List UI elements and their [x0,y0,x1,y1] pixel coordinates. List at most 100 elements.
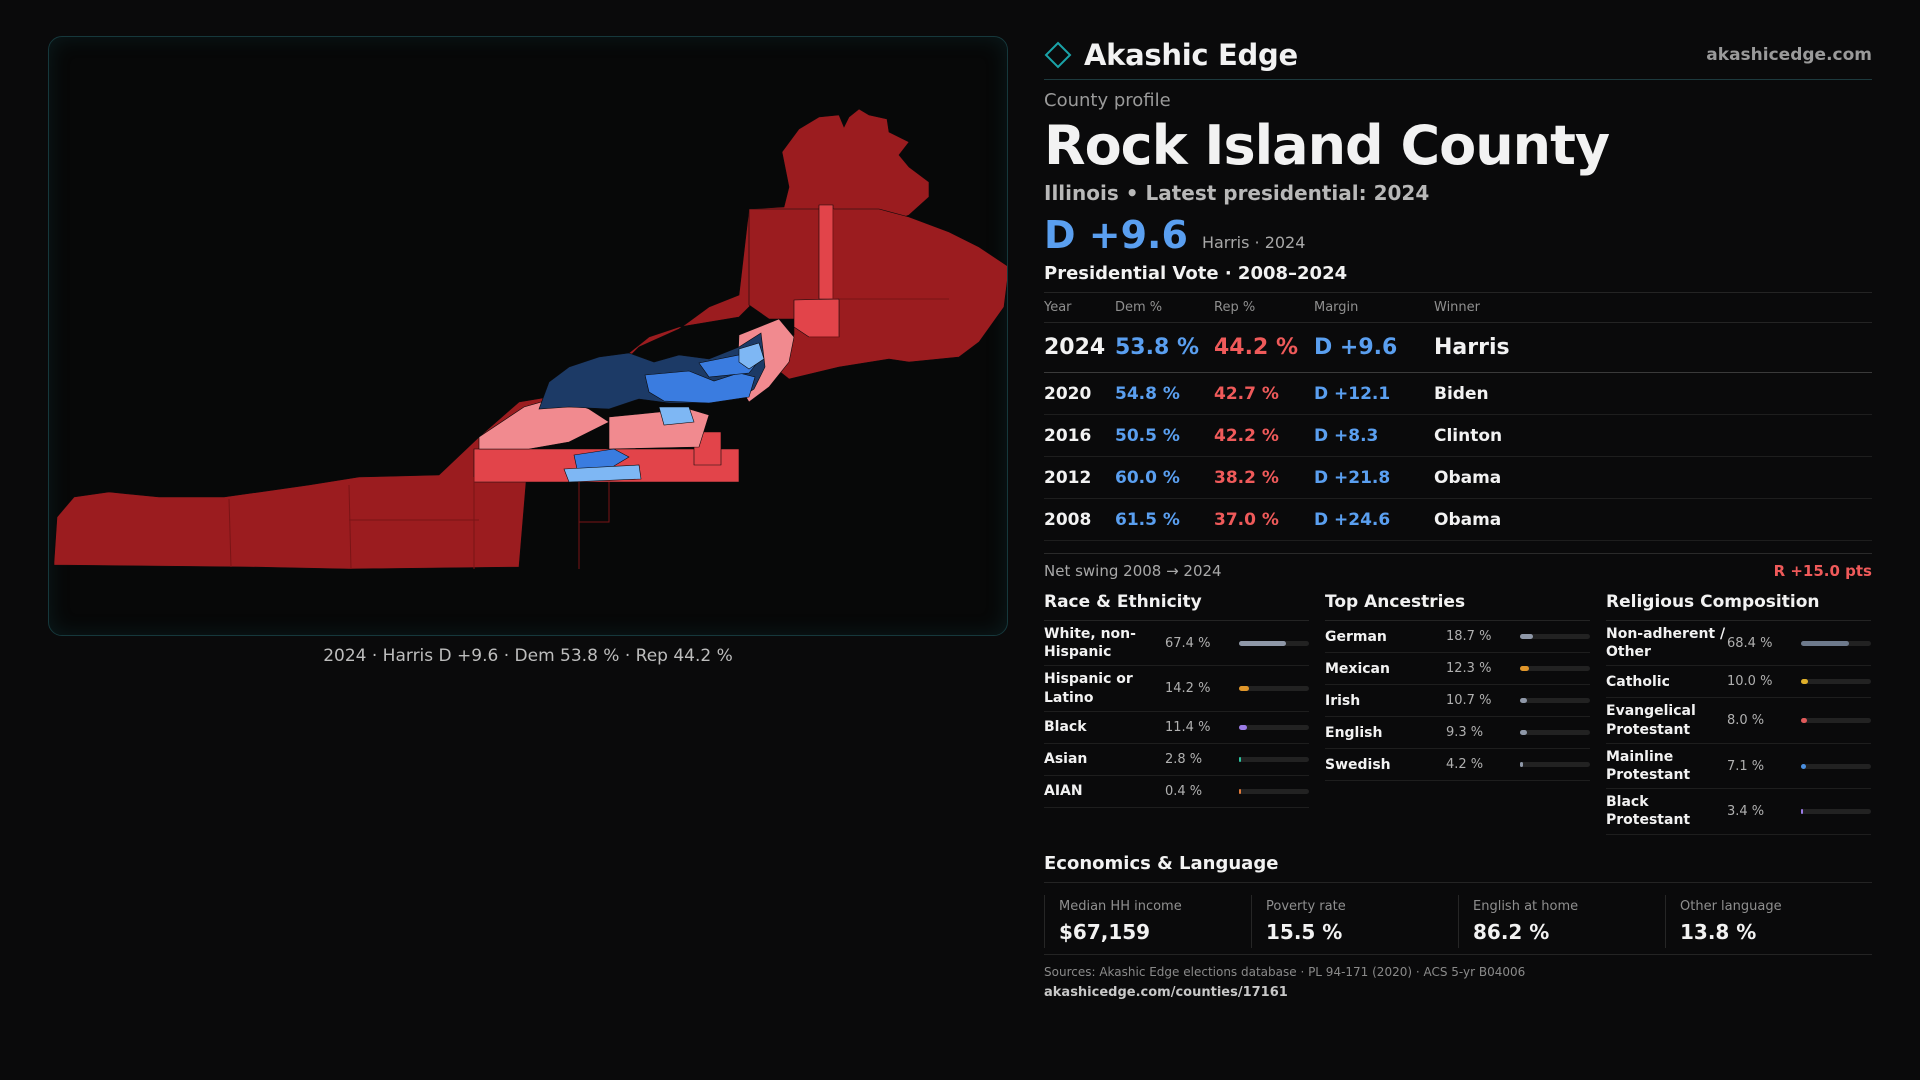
list-item: Mainline Protestant 7.1 % [1606,744,1871,790]
item-bar-fill [1239,724,1247,730]
item-bar [1239,640,1309,646]
stat-value: 86.2 % [1473,919,1550,944]
item-value: 3.4 % [1727,803,1765,819]
stat-value: $67,159 [1059,919,1151,944]
diamond-logo-icon [1044,41,1072,68]
map-region-lean-d-south[interactable] [563,464,642,483]
cell-margin: D +12.1 [1314,372,1434,416]
map-region-east-likely-r[interactable] [818,204,834,300]
list-item: AIAN 0.4 % [1044,776,1309,808]
item-bar [1801,640,1871,646]
list-item: English 9.3 % [1325,717,1590,750]
source-url-link[interactable]: akashicedge.com/counties/17161 [1044,984,1288,1000]
cell-margin: D +8.3 [1314,414,1434,458]
cell-winner: Clinton [1434,414,1872,458]
item-label: Irish [1325,692,1361,709]
table-row: 2024 53.8 % 44.2 % D +9.6 Harris [1044,322,1872,374]
item-value: 14.2 % [1165,681,1211,697]
list-item: White, non-Hispanic 67.4 % [1044,621,1309,667]
item-value: 0.4 % [1165,783,1203,799]
table-row: 2012 60.0 % 38.2 % D +21.8 Obama [1044,456,1872,500]
map-region-lean-d-mid[interactable] [658,406,695,426]
map-region-mid-lean-r[interactable] [608,408,710,450]
stat-label: English at home [1473,898,1579,914]
brand[interactable]: Akashic Edge [1044,38,1298,72]
cell-dem: 60.0 % [1115,456,1214,500]
map-region-urban-likely-d[interactable] [644,370,756,404]
list-item: Hispanic or Latino 14.2 % [1044,666,1309,712]
map-panel[interactable] [48,36,1008,636]
item-label: AIAN [1044,783,1083,800]
economics-title: Economics & Language [1044,853,1872,883]
item-bar [1239,756,1309,762]
item-label: Non-adherent / Other [1606,626,1726,661]
state-subline: Illinois • Latest presidential: 2024 [1044,181,1430,206]
race-title: Race & Ethnicity [1044,592,1309,622]
item-bar [1801,808,1871,814]
brand-header: Akashic Edge akashicedge.com [1044,30,1872,80]
table-header-row: Year Dem % Rep % Margin Winner [1044,292,1872,324]
item-value: 2.8 % [1165,751,1203,767]
item-label: Hispanic or Latino [1044,671,1133,706]
cell-dem: 50.5 % [1115,414,1214,458]
stat-card: English at home 86.2 % [1458,894,1665,948]
item-bar [1239,686,1309,692]
list-item: Catholic 10.0 % [1606,666,1871,699]
cell-winner: Biden [1434,372,1872,416]
cell-dem: 54.8 % [1115,372,1214,416]
sources-note: Sources: Akashic Edge elections database… [1044,964,1526,979]
cell-dem: 61.5 % [1115,498,1214,542]
header-margin: Margin [1314,292,1434,324]
item-bar-fill [1520,698,1528,704]
header-dem: Dem % [1115,292,1214,324]
map-caption: 2024 · Harris D +9.6 · Dem 53.8 % · Rep … [323,646,733,666]
item-value: 4.2 % [1446,757,1484,773]
item-bar-fill [1801,763,1806,769]
item-value: 67.4 % [1165,635,1211,651]
margin-candidate: Harris · 2024 [1201,233,1306,253]
county-precinct-map[interactable] [49,37,1008,636]
stat-value: 13.8 % [1680,919,1757,944]
map-region-lean-d-east[interactable] [738,342,765,370]
cell-margin: D +21.8 [1314,456,1434,500]
item-label: Swedish [1325,756,1391,773]
list-item: Irish 10.7 % [1325,685,1590,718]
site-url-link[interactable]: akashicedge.com [1706,44,1872,65]
item-label: Asian [1044,751,1088,768]
cell-year: 2012 [1044,456,1115,500]
cell-rep: 42.2 % [1214,414,1314,458]
item-value: 10.0 % [1727,674,1773,690]
stat-card: Poverty rate 15.5 % [1251,894,1458,948]
cell-year: 2008 [1044,498,1115,542]
cell-rep: 42.7 % [1214,372,1314,416]
brand-name: Akashic Edge [1084,37,1298,72]
table-row: 2008 61.5 % 37.0 % D +24.6 Obama [1044,498,1872,542]
item-label: Mexican [1325,660,1390,677]
list-item: Black 11.4 % [1044,712,1309,744]
table-row: 2016 50.5 % 42.2 % D +8.3 Clinton [1044,414,1872,458]
list-item: Non-adherent / Other 68.4 % [1606,621,1871,667]
item-bar [1801,679,1871,685]
religion-title: Religious Composition [1606,592,1871,622]
race-ethnicity-panel: Race & Ethnicity White, non-Hispanic 67.4… [1044,592,1309,835]
cell-dem: 53.8 % [1115,322,1214,374]
map-region-bend-likely-r[interactable] [793,298,840,338]
page-title: Rock Island County [1044,114,1610,177]
list-item: Asian 2.8 % [1044,744,1309,776]
map-region-south-likely-d[interactable] [573,448,630,470]
item-bar [1520,634,1590,640]
profile-panel: Akashic Edge akashicedge.com County prof… [1044,30,1872,1000]
list-item: Evangelical Protestant 8.0 % [1606,698,1871,744]
swing-label: Net swing 2008 → 2024 [1044,562,1222,581]
item-bar-fill [1520,762,1523,768]
margin-value: D +9.6 [1044,213,1188,258]
header-winner: Winner [1434,292,1872,324]
item-bar-fill [1801,679,1808,685]
item-value: 8.0 % [1727,713,1765,729]
religion-panel: Religious Composition Non-adherent / Oth… [1606,592,1871,835]
item-bar [1520,730,1590,736]
cell-rep: 44.2 % [1214,322,1314,374]
header-year: Year [1044,292,1115,324]
cell-year: 2020 [1044,372,1115,416]
item-label: Catholic [1606,673,1670,690]
